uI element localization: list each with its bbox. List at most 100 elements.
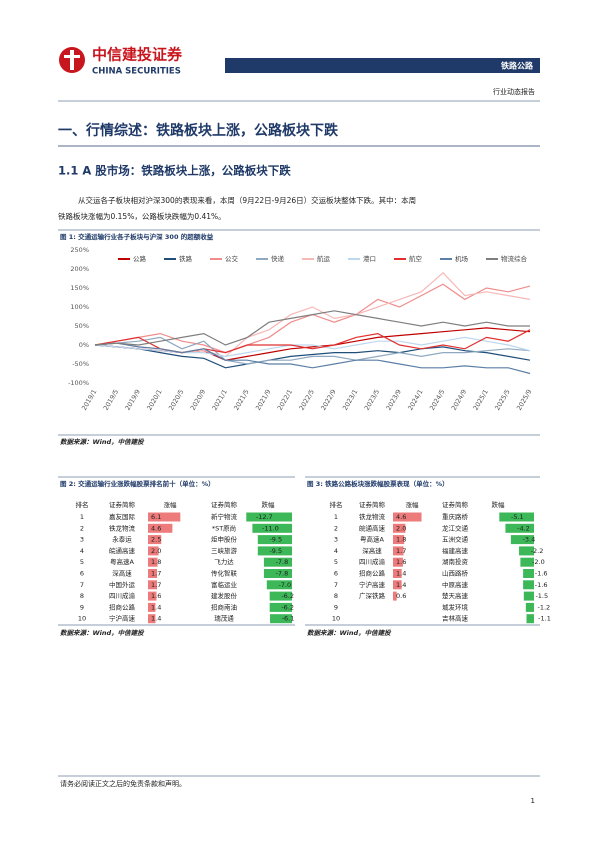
stock-name: 炬申股份 — [211, 535, 238, 544]
loss-value: -7.0 — [278, 581, 291, 589]
table-header: 涨幅 — [164, 500, 178, 509]
report-type: 行业动态报告 — [493, 87, 535, 96]
stock-name: 新宁物流 — [211, 512, 238, 521]
gain-bar — [393, 512, 422, 522]
x-tick-label: 2025/5 — [493, 388, 511, 412]
stock-name: 吉林高速 — [442, 614, 469, 623]
stock-name: 深高速 — [112, 569, 132, 578]
loss-value: -1.1 — [538, 615, 551, 623]
x-tick-label: 2023/9 — [385, 388, 403, 412]
stock-name: 四川成渝 — [359, 557, 386, 566]
gain-value: 4.6 — [151, 524, 161, 532]
x-tick-label: 2023/1 — [341, 388, 359, 412]
stock-name: 四川成渝 — [109, 591, 136, 600]
disclaimer: 请务必阅读正文之后的免责条款和声明。 — [60, 779, 186, 788]
rank: 6 — [334, 570, 338, 578]
stock-name: 永泰运 — [112, 535, 132, 544]
rank: 1 — [80, 513, 84, 521]
rank: 4 — [80, 547, 84, 555]
gain-bar — [393, 569, 402, 578]
gain-value: 0.6 — [396, 592, 406, 600]
loss-value: -3.4 — [523, 536, 536, 544]
stock-name: 招商南油 — [211, 602, 237, 611]
stock-name: 深高速 — [362, 546, 382, 555]
x-tick-label: 2019/5 — [102, 388, 120, 412]
stock-name: 广深铁路 — [359, 591, 386, 600]
rank: 9 — [80, 603, 84, 611]
rank: 10 — [332, 615, 340, 623]
legend-label: 公路 — [133, 254, 147, 263]
stock-name: 重庆路桥 — [442, 512, 469, 521]
stock-name: 瑞茂通 — [214, 614, 234, 623]
x-tick-label: 2024/9 — [450, 388, 468, 412]
x-tick-label: 2019/1 — [80, 388, 98, 412]
rank: 2 — [334, 524, 338, 532]
loss-bar — [263, 569, 292, 578]
loss-value: -1.6 — [535, 581, 548, 589]
legend-label: 港口 — [363, 254, 376, 263]
header-tag: 铁路公路 — [501, 61, 534, 71]
table-header: 排名 — [76, 500, 89, 509]
table-header: 跌幅 — [262, 500, 276, 509]
loss-value: -1.5 — [535, 592, 548, 600]
loss-value: -5.1 — [511, 513, 524, 521]
gain-bar — [148, 546, 159, 556]
gain-bar — [148, 512, 181, 522]
stock-name: *ST原尚 — [212, 523, 236, 532]
header-bar — [225, 58, 540, 73]
loss-value: -11.0 — [262, 524, 279, 532]
gain-bar — [393, 580, 402, 590]
y-tick-label: 50% — [75, 322, 89, 330]
gain-value: 2.0 — [396, 524, 406, 532]
x-tick-label: 2022/1 — [276, 388, 294, 412]
loss-value: -6.1 — [282, 615, 295, 623]
page-number: 1 — [531, 797, 535, 805]
legend-label: 快递 — [271, 254, 285, 263]
stock-name: 嘉友国际 — [109, 512, 136, 521]
stock-name: 建发股份 — [211, 591, 238, 600]
y-tick-label: -50% — [72, 360, 89, 368]
legend-label: 机场 — [455, 254, 469, 263]
stock-name: 皖通高速 — [109, 546, 136, 555]
logo — [59, 47, 85, 73]
legend-label: 航空 — [409, 254, 423, 263]
gain-value: 1.4 — [151, 615, 161, 623]
loss-bar — [523, 580, 534, 590]
stock-name: 宁沪高速 — [359, 580, 386, 589]
rank: 10 — [78, 615, 86, 623]
y-tick-label: 200% — [70, 265, 89, 273]
gain-bar — [393, 523, 406, 533]
gain-bar — [148, 569, 158, 578]
y-tick-label: 100% — [70, 303, 89, 311]
loss-bar — [523, 591, 534, 601]
legend-label: 铁路 — [179, 254, 193, 263]
y-tick-label: 0% — [79, 341, 89, 349]
x-tick-label: 2021/9 — [254, 388, 272, 412]
loss-value: -7.8 — [276, 570, 289, 578]
x-tick-label: 2020/5 — [167, 388, 185, 412]
stock-name: 龙江交通 — [442, 523, 469, 532]
stock-name: 粤高速A — [360, 535, 385, 544]
loss-bar — [266, 580, 292, 590]
gain-value: 2.0 — [151, 547, 161, 555]
x-tick-label: 2021/5 — [232, 388, 250, 412]
stock-name: 湖南投资 — [442, 557, 469, 566]
section-title: 一、行情综述：铁路板块上涨，公路板块下跌 — [58, 122, 339, 139]
series-line — [94, 336, 531, 365]
stock-name: 铁龙物流 — [109, 523, 136, 532]
rank: 7 — [334, 581, 338, 589]
rank: 3 — [80, 536, 84, 544]
table-header: 排名 — [330, 500, 343, 509]
paragraph-line: 铁路板块涨幅为0.15%，公路板块跌幅为0.41%。 — [58, 211, 226, 221]
gain-value: 6.1 — [151, 513, 161, 521]
gain-value: 1.6 — [396, 558, 406, 566]
subsection-title: 1.1 A 股市场：铁路板块上涨，公路板块下跌 — [58, 164, 291, 178]
gain-bar — [148, 557, 158, 567]
rank: 9 — [334, 603, 338, 611]
loss-value: -6.2 — [281, 592, 294, 600]
x-tick-label: 2021/1 — [211, 388, 229, 412]
table-header: 涨幅 — [406, 500, 420, 509]
loss-value: -12.7 — [256, 513, 273, 521]
